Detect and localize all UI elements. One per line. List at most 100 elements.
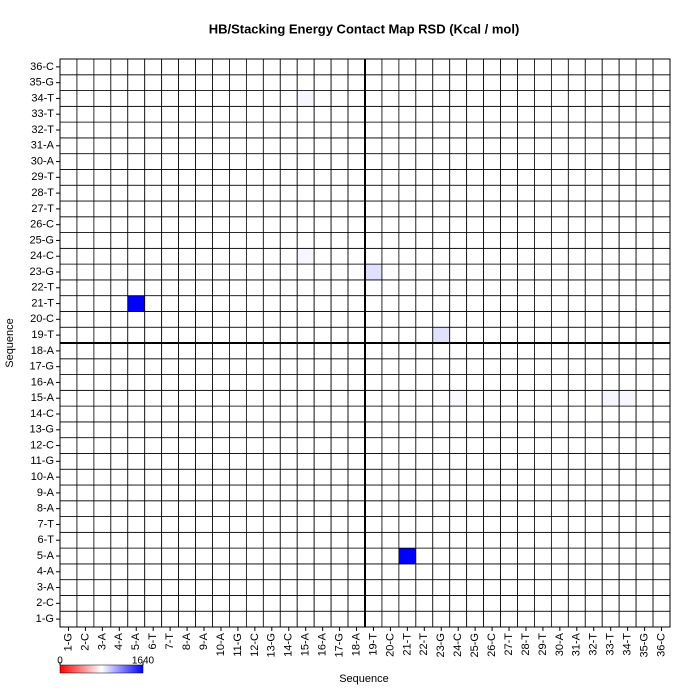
cell [466, 90, 485, 107]
cell [500, 500, 518, 517]
cell [144, 421, 163, 439]
cell [466, 595, 485, 612]
cell [432, 153, 451, 170]
cell [550, 374, 569, 391]
cell [347, 326, 366, 344]
cell [178, 247, 196, 265]
cell [296, 247, 315, 265]
cell [635, 405, 654, 423]
cell [466, 579, 485, 596]
cell [262, 595, 281, 612]
cell [550, 547, 569, 565]
cell [347, 247, 366, 265]
cell [296, 169, 315, 186]
cell [584, 105, 603, 123]
cell [212, 121, 230, 139]
cell [195, 121, 213, 139]
cell [534, 184, 552, 202]
y-axis-label: Sequence [4, 318, 16, 368]
cell [127, 579, 146, 596]
cell [178, 279, 196, 297]
cell [534, 468, 552, 486]
cell [567, 374, 586, 391]
cell [127, 263, 146, 281]
cell [144, 437, 163, 454]
cell [330, 326, 349, 344]
cell [618, 279, 637, 297]
cell [398, 437, 417, 454]
cell [432, 232, 451, 249]
cell [652, 263, 671, 281]
cell [381, 374, 400, 391]
cell [93, 58, 112, 76]
cell [432, 531, 451, 549]
cell [212, 516, 230, 533]
cell [245, 342, 264, 360]
cell [601, 610, 620, 628]
cell [381, 342, 400, 360]
cell [618, 374, 637, 391]
cell [601, 595, 620, 612]
cell [364, 200, 383, 218]
cell [93, 311, 112, 328]
cell [567, 74, 586, 91]
cell [313, 468, 332, 486]
cell [229, 121, 247, 139]
cell [262, 153, 281, 170]
cell [93, 184, 112, 202]
cell [432, 58, 451, 76]
cell [500, 90, 518, 107]
y-tick-label: 8-A [37, 503, 55, 515]
cell [178, 90, 196, 107]
cell [517, 374, 535, 391]
cell [296, 105, 315, 123]
cell [279, 484, 298, 502]
cell [178, 326, 196, 344]
cell [466, 516, 485, 533]
cell [550, 405, 569, 423]
cell [313, 389, 332, 407]
cell [601, 516, 620, 533]
cell [500, 453, 518, 470]
cell [279, 358, 298, 375]
cell [144, 74, 163, 91]
cell [432, 516, 451, 533]
cell [59, 105, 78, 123]
cell [652, 531, 671, 549]
cell [601, 389, 620, 407]
cell [635, 579, 654, 596]
cell [296, 153, 315, 170]
cell [567, 500, 586, 517]
cell [415, 90, 434, 107]
cell [483, 468, 501, 486]
cell [652, 421, 671, 439]
cell [262, 453, 281, 470]
cell [517, 169, 535, 186]
cell [500, 610, 518, 628]
cell [313, 500, 332, 517]
cell [635, 232, 654, 249]
cell [500, 58, 518, 76]
cell [466, 531, 485, 549]
x-tick-label: 2-C [79, 633, 91, 651]
cell [93, 105, 112, 123]
cell [161, 153, 180, 170]
cell [618, 342, 637, 360]
cell [76, 279, 95, 297]
y-tick-label: 13-G [30, 424, 54, 436]
cell [347, 90, 366, 107]
cell [618, 547, 637, 565]
x-tick-label: 4-A [113, 632, 125, 650]
x-tick-label: 19-T [367, 633, 379, 656]
cell [415, 232, 434, 249]
cell [229, 547, 247, 565]
cell [330, 342, 349, 360]
cell [449, 153, 468, 170]
cell [245, 516, 264, 533]
cell [618, 484, 637, 502]
cell [635, 342, 654, 360]
cell [584, 610, 603, 628]
cell [466, 58, 485, 76]
cell [212, 137, 230, 155]
cell [110, 421, 129, 439]
